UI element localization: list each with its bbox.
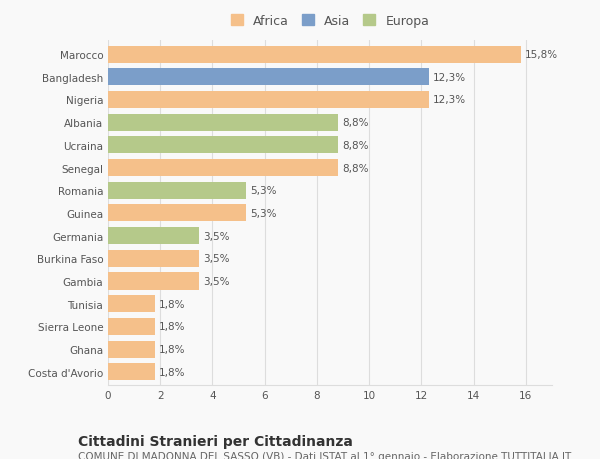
Text: 12,3%: 12,3% bbox=[433, 73, 466, 83]
Legend: Africa, Asia, Europa: Africa, Asia, Europa bbox=[227, 11, 433, 32]
Bar bbox=[108, 160, 338, 177]
Text: 5,3%: 5,3% bbox=[250, 186, 277, 196]
Text: 15,8%: 15,8% bbox=[524, 50, 558, 60]
Bar bbox=[108, 92, 429, 109]
Bar bbox=[108, 318, 155, 335]
Bar bbox=[108, 228, 199, 245]
Text: 5,3%: 5,3% bbox=[250, 208, 277, 218]
Text: 3,5%: 3,5% bbox=[203, 276, 230, 286]
Bar bbox=[108, 341, 155, 358]
Bar bbox=[108, 46, 521, 63]
Bar bbox=[108, 250, 199, 267]
Text: COMUNE DI MADONNA DEL SASSO (VB) - Dati ISTAT al 1° gennaio - Elaborazione TUTTI: COMUNE DI MADONNA DEL SASSO (VB) - Dati … bbox=[78, 451, 571, 459]
Bar bbox=[108, 205, 247, 222]
Bar bbox=[108, 273, 199, 290]
Text: Cittadini Stranieri per Cittadinanza: Cittadini Stranieri per Cittadinanza bbox=[78, 434, 353, 448]
Bar bbox=[108, 182, 247, 199]
Bar bbox=[108, 296, 155, 313]
Text: 1,8%: 1,8% bbox=[159, 299, 185, 309]
Text: 3,5%: 3,5% bbox=[203, 254, 230, 264]
Text: 3,5%: 3,5% bbox=[203, 231, 230, 241]
Text: 12,3%: 12,3% bbox=[433, 95, 466, 105]
Text: 1,8%: 1,8% bbox=[159, 367, 185, 377]
Text: 1,8%: 1,8% bbox=[159, 322, 185, 332]
Bar bbox=[108, 137, 338, 154]
Bar bbox=[108, 69, 429, 86]
Bar bbox=[108, 114, 338, 131]
Bar bbox=[108, 364, 155, 381]
Text: 8,8%: 8,8% bbox=[342, 118, 368, 128]
Text: 1,8%: 1,8% bbox=[159, 344, 185, 354]
Text: 8,8%: 8,8% bbox=[342, 140, 368, 151]
Text: 8,8%: 8,8% bbox=[342, 163, 368, 173]
